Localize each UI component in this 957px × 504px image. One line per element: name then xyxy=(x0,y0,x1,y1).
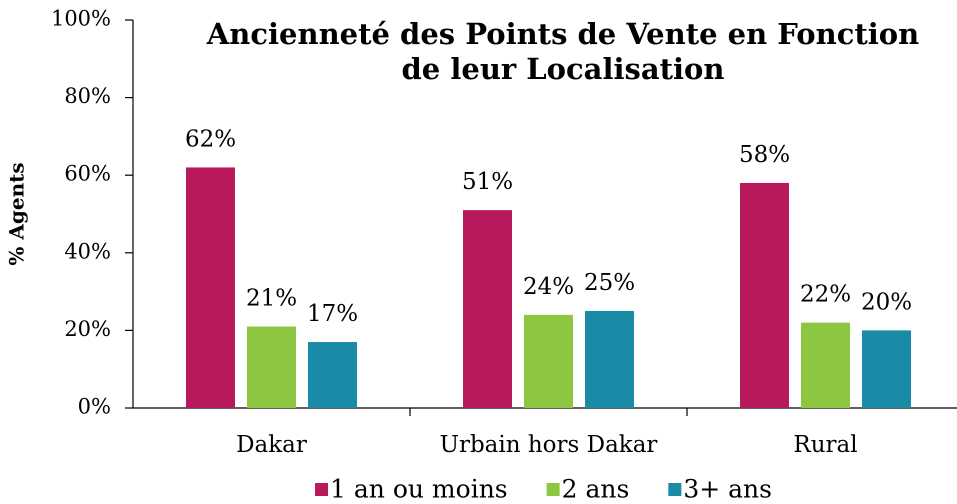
y-tick-label: 20% xyxy=(64,317,111,341)
y-tick-label: 100% xyxy=(51,7,111,31)
legend-label: 2 ans xyxy=(562,475,630,504)
bar xyxy=(463,210,512,408)
y-axis-label: % Agents xyxy=(5,162,29,265)
value-label: 22% xyxy=(800,282,851,308)
legend-swatch xyxy=(668,483,682,496)
y-tick-label: 0% xyxy=(78,395,111,419)
value-label: 24% xyxy=(523,274,574,300)
x-tick-label: Dakar xyxy=(236,432,307,458)
legend-label: 1 an ou moins xyxy=(330,475,508,504)
value-label: 58% xyxy=(739,142,790,168)
legend-label: 3+ ans xyxy=(683,475,772,504)
chart-title: de leur Localisation xyxy=(402,52,725,86)
value-label: 62% xyxy=(185,126,236,152)
value-label: 21% xyxy=(246,286,297,312)
y-tick-label: 40% xyxy=(64,239,111,263)
bar xyxy=(308,342,357,408)
y-tick-label: 60% xyxy=(64,162,111,186)
legend-swatch xyxy=(546,483,560,496)
legend-swatch xyxy=(315,483,329,496)
bar xyxy=(247,326,296,408)
value-label: 17% xyxy=(307,301,358,327)
bar xyxy=(801,322,850,408)
value-label: 51% xyxy=(462,169,513,195)
chart-title: Ancienneté des Points de Vente en Foncti… xyxy=(206,17,919,51)
value-label: 20% xyxy=(861,289,912,315)
bar xyxy=(524,314,573,408)
bar xyxy=(585,311,634,408)
bar xyxy=(862,330,911,408)
value-label: 25% xyxy=(584,270,635,296)
y-tick-label: 80% xyxy=(64,84,111,108)
bar xyxy=(740,182,789,408)
x-tick-label: Urbain hors Dakar xyxy=(440,432,658,458)
x-tick-label: Rural xyxy=(793,432,857,458)
bar xyxy=(186,167,235,408)
